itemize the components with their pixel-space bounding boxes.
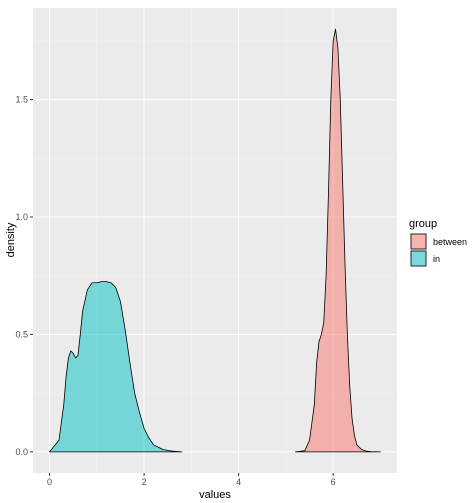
y-tick-label: 1.0	[15, 212, 28, 222]
legend-entries: between in	[410, 233, 467, 267]
x-tick-label: 6	[331, 477, 336, 487]
density-areas	[49, 28, 381, 453]
y-tick-label: 0.5	[15, 329, 28, 339]
y-axis-ticks: 0.0 0.5 1.0 1.5	[15, 95, 33, 457]
legend-title: group	[409, 218, 437, 230]
legend-key-swatch	[410, 250, 427, 267]
x-axis-ticks: 0 2 4 6	[47, 473, 336, 487]
legend-label: between	[433, 237, 467, 247]
legend-label: in	[433, 254, 440, 264]
x-axis-title: values	[199, 489, 231, 501]
x-tick-label: 4	[236, 477, 241, 487]
y-axis-title: density	[5, 222, 17, 257]
density-area-in	[49, 281, 183, 453]
legend-entry-in: in	[410, 250, 440, 267]
legend-key-swatch	[410, 233, 427, 250]
legend: group between in	[409, 218, 467, 267]
x-tick-label: 0	[47, 477, 52, 487]
y-tick-label: 0.0	[15, 447, 28, 457]
x-tick-label: 2	[142, 477, 147, 487]
legend-entry-between: between	[410, 233, 467, 250]
y-tick-label: 1.5	[15, 95, 28, 105]
density-area-between	[294, 28, 381, 453]
